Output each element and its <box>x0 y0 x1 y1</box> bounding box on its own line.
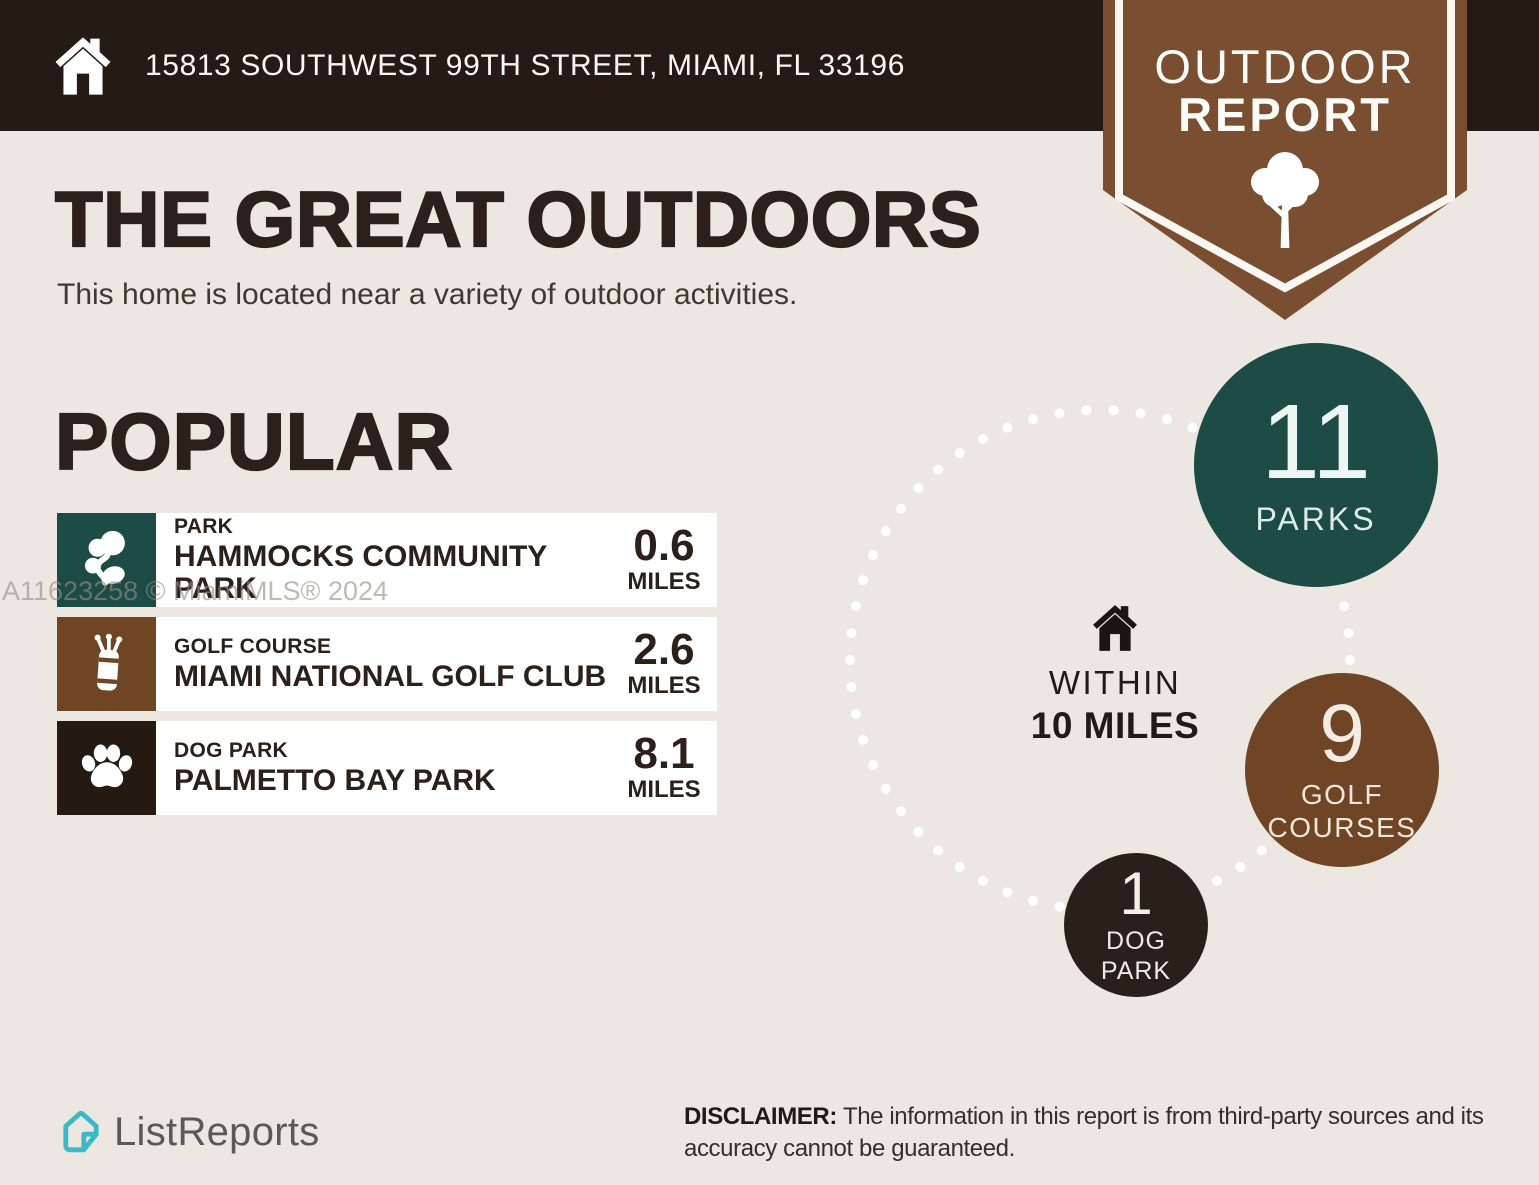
dog-park-count: 1 <box>1119 859 1153 927</box>
popular-heading: POPULAR <box>54 397 454 486</box>
item-distance-value: 0.6 <box>633 520 695 570</box>
paw-icon <box>57 721 156 815</box>
item-distance-unit: MILES <box>627 672 701 700</box>
disclaimer-text: The information in this report is from t… <box>684 1103 1484 1162</box>
dog-park-count-bubble: 1 DOG PARK <box>1064 853 1208 997</box>
parks-count: 11 <box>1260 383 1372 502</box>
golf-courses-count: 9 <box>1319 687 1365 779</box>
ribbon-title-line2: REPORT <box>1178 88 1392 141</box>
item-category: DOG PARK <box>174 738 289 762</box>
list-item-golf-course: GOLF COURSE MIAMI NATIONAL GOLF CLUB 2.6… <box>57 617 717 711</box>
within-label-line1: WITHIN <box>1048 664 1182 701</box>
golf-courses-label: GOLF COURSES <box>1267 778 1417 844</box>
item-category: GOLF COURSE <box>174 634 332 658</box>
park-trees-icon <box>57 513 156 607</box>
item-category: PARK <box>174 514 234 538</box>
house-icon <box>1093 605 1137 651</box>
listreports-brand: ListReports <box>114 1110 320 1154</box>
item-distance-unit: MILES <box>627 776 701 804</box>
parks-label: PARKS <box>1255 500 1377 537</box>
disclaimer-label: DISCLAIMER: <box>684 1103 837 1130</box>
parks-count-bubble: 11 PARKS <box>1194 343 1438 587</box>
item-name: HAMMOCKS COMMUNITY PARK <box>174 539 547 605</box>
outdoor-report-ribbon: OUTDOOR REPORT <box>1103 0 1467 334</box>
list-item-park: PARK HAMMOCKS COMMUNITY PARK 0.6 MILES <box>57 513 717 607</box>
golf-bag-icon <box>57 617 156 711</box>
within-label-line2: 10 MILES <box>1030 705 1200 746</box>
item-name: PALMETTO BAY PARK <box>174 763 496 797</box>
popular-list: PARK HAMMOCKS COMMUNITY PARK 0.6 MILES <box>57 513 717 825</box>
tree-icon <box>1251 152 1319 248</box>
disclaimer: DISCLAIMER: The information in this repor… <box>684 1101 1539 1165</box>
within-radius-label: WITHIN 10 MILES <box>1000 664 1230 747</box>
page-title: THE GREAT OUTDOORS <box>54 175 982 263</box>
list-item-dog-park: DOG PARK PALMETTO BAY PARK 8.1 MILES <box>57 721 717 815</box>
ribbon-title-line1: OUTDOOR <box>1154 40 1416 93</box>
house-icon <box>55 36 111 95</box>
listreports-house-page-icon <box>63 1110 99 1153</box>
item-distance-unit: MILES <box>627 568 701 596</box>
dotted-radius-circle <box>845 405 1355 915</box>
item-name: MIAMI NATIONAL GOLF CLUB <box>174 659 607 693</box>
dog-park-label: DOG PARK <box>1100 926 1172 985</box>
golf-courses-count-bubble: 9 GOLF COURSES <box>1245 673 1439 867</box>
property-address: 15813 SOUTHWEST 99TH STREET, MIAMI, FL 3… <box>145 48 905 82</box>
item-distance-value: 2.6 <box>633 624 695 674</box>
item-distance-value: 8.1 <box>633 728 695 778</box>
page-subtitle: This home is located near a variety of o… <box>57 278 798 311</box>
